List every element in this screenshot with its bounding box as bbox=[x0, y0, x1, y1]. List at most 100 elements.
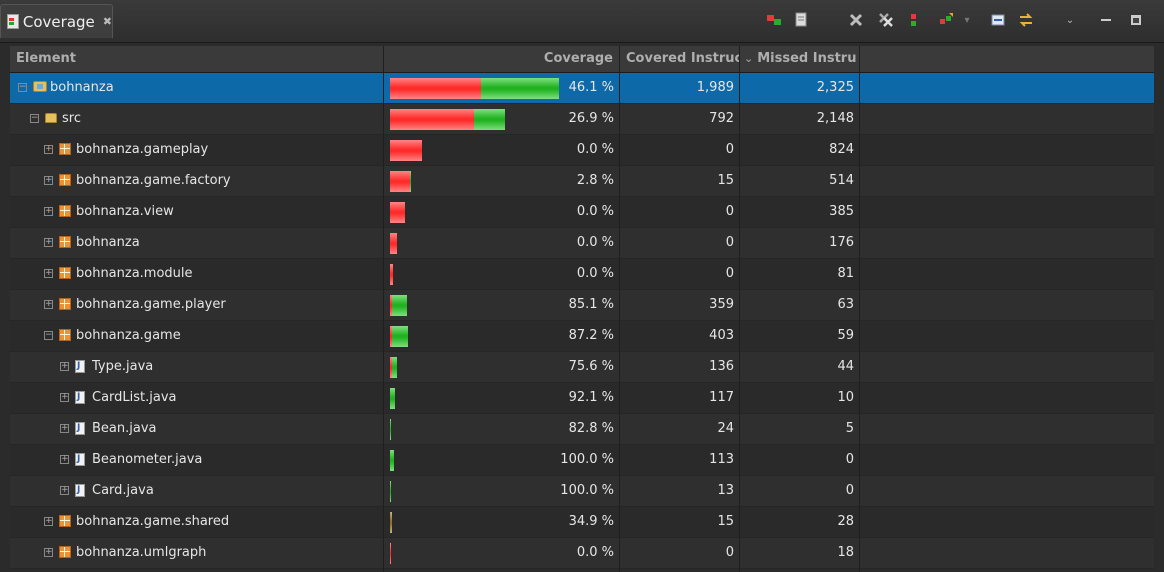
minimize-icon[interactable] bbox=[1096, 10, 1116, 30]
merge-icon[interactable] bbox=[906, 10, 926, 30]
maximize-icon[interactable] bbox=[1126, 10, 1146, 30]
covered-instructions: 0 bbox=[725, 266, 734, 281]
coverage-bar-missed bbox=[390, 357, 392, 378]
view-tab-label: Coverage bbox=[22, 12, 95, 31]
missed-instructions: 0 bbox=[845, 483, 854, 498]
expand-icon[interactable]: + bbox=[44, 547, 53, 557]
table-row[interactable]: + Type.java 75.6 % 136 44 bbox=[10, 352, 1154, 383]
element-name: Bean.java bbox=[92, 421, 157, 436]
coverage-bar-missed bbox=[390, 512, 392, 533]
table-row[interactable]: + Beanometer.java 100.0 % 113 0 bbox=[10, 445, 1154, 476]
element-name: bohnanza bbox=[76, 235, 140, 250]
table-row[interactable]: − bohnanza 46.1 % 1,989 2,325 bbox=[10, 73, 1154, 104]
coverage-view-tab[interactable]: Coverage ✖ bbox=[0, 4, 113, 38]
coverage-percent: 34.9 % bbox=[568, 514, 614, 529]
package-icon bbox=[59, 143, 71, 155]
coverage-percent: 75.6 % bbox=[568, 359, 614, 374]
package-icon bbox=[59, 515, 71, 527]
package-icon bbox=[59, 329, 71, 341]
coverage-bar-covered bbox=[390, 481, 391, 502]
collapse-icon[interactable]: − bbox=[30, 113, 39, 123]
missed-instructions: 44 bbox=[837, 359, 854, 374]
coverage-bar-missed bbox=[390, 109, 475, 130]
close-icon[interactable]: ✖ bbox=[102, 15, 112, 28]
table-row[interactable]: + bohnanza.module 0.0 % 0 81 bbox=[10, 259, 1154, 290]
expand-icon[interactable]: + bbox=[44, 175, 53, 185]
view-menu-icon[interactable]: ⌄ bbox=[1065, 14, 1075, 26]
covered-instructions: 136 bbox=[709, 359, 734, 374]
collapse-icon[interactable]: − bbox=[44, 330, 53, 340]
select-session-icon[interactable] bbox=[936, 10, 956, 30]
export-icon[interactable] bbox=[792, 10, 812, 30]
expand-icon[interactable]: + bbox=[44, 237, 53, 247]
chevron-down-icon[interactable]: ▾ bbox=[964, 14, 970, 26]
coverage-bar bbox=[390, 388, 395, 409]
column-divider bbox=[619, 46, 620, 572]
column-divider bbox=[383, 46, 384, 572]
java-file-icon bbox=[75, 484, 85, 497]
table-row[interactable]: + bohnanza.umlgraph 0.0 % 0 18 bbox=[10, 538, 1154, 569]
expand-icon[interactable]: + bbox=[44, 268, 53, 278]
column-header-element[interactable]: Element bbox=[10, 46, 384, 72]
collapse-icon[interactable]: − bbox=[18, 82, 27, 92]
table-row[interactable]: + bohnanza.game.shared 34.9 % 15 28 bbox=[10, 507, 1154, 538]
package-icon bbox=[59, 546, 71, 558]
expand-icon[interactable]: + bbox=[60, 454, 69, 464]
table-row[interactable]: + bohnanza.game.player 85.1 % 359 63 bbox=[10, 290, 1154, 321]
coverage-bar bbox=[390, 78, 559, 99]
table-row[interactable]: − src 26.9 % 792 2,148 bbox=[10, 104, 1154, 135]
table-row[interactable]: + bohnanza.game.factory 2.8 % 15 514 bbox=[10, 166, 1154, 197]
remove-icon[interactable] bbox=[846, 10, 866, 30]
column-header-coverage[interactable]: Coverage bbox=[384, 46, 620, 72]
coverage-percent: 2.8 % bbox=[576, 173, 614, 188]
expand-icon[interactable]: + bbox=[44, 516, 53, 526]
element-name: bohnanza.umlgraph bbox=[76, 545, 207, 560]
link-icon[interactable] bbox=[1016, 10, 1036, 30]
missed-instructions: 176 bbox=[829, 235, 854, 250]
element-name: src bbox=[62, 111, 81, 126]
coverage-bar-covered bbox=[392, 326, 409, 347]
table-row[interactable]: + bohnanza 0.0 % 0 176 bbox=[10, 228, 1154, 259]
column-header-missed-instructions[interactable]: ⌄ Missed Instru bbox=[740, 46, 860, 72]
covered-instructions: 0 bbox=[725, 204, 734, 219]
table-row[interactable]: + Card.java 100.0 % 13 0 bbox=[10, 476, 1154, 507]
coverage-bar-missed bbox=[390, 171, 411, 192]
expand-icon[interactable]: + bbox=[60, 392, 69, 402]
coverage-bar-covered bbox=[474, 109, 506, 130]
remove-all-icon[interactable] bbox=[876, 10, 896, 30]
coverage-bar bbox=[390, 543, 391, 564]
element-name: bohnanza.game.factory bbox=[76, 173, 231, 188]
expand-icon[interactable]: + bbox=[60, 423, 69, 433]
element-name: bohnanza.game.player bbox=[76, 297, 226, 312]
expand-icon[interactable]: + bbox=[44, 206, 53, 216]
collapse-all-icon[interactable] bbox=[988, 10, 1008, 30]
expand-icon[interactable]: + bbox=[44, 144, 53, 154]
expand-icon[interactable]: + bbox=[60, 361, 69, 371]
coverage-percent: 0.0 % bbox=[576, 204, 614, 219]
table-row[interactable]: + Bean.java 82.8 % 24 5 bbox=[10, 414, 1154, 445]
table-row[interactable]: + bohnanza.gameplay 0.0 % 0 824 bbox=[10, 135, 1154, 166]
coverage-percent: 0.0 % bbox=[576, 142, 614, 157]
column-header-covered-instructions[interactable]: Covered Instruc bbox=[620, 46, 740, 72]
coverage-percent: 0.0 % bbox=[576, 235, 614, 250]
relaunch-icon[interactable] bbox=[764, 10, 784, 30]
covered-instructions: 0 bbox=[725, 235, 734, 250]
coverage-percent: 46.1 % bbox=[568, 80, 614, 95]
covered-instructions: 24 bbox=[717, 421, 734, 436]
covered-instructions: 15 bbox=[717, 173, 734, 188]
missed-instructions: 2,325 bbox=[816, 80, 854, 95]
project-icon bbox=[33, 81, 47, 92]
coverage-icon bbox=[7, 14, 19, 29]
table-header: Element Coverage Covered Instruc ⌄ Missed… bbox=[10, 46, 1154, 73]
java-file-icon bbox=[75, 391, 85, 404]
table-row[interactable]: + CardList.java 92.1 % 117 10 bbox=[10, 383, 1154, 414]
table-row[interactable]: + bohnanza.view 0.0 % 0 385 bbox=[10, 197, 1154, 228]
expand-icon[interactable]: + bbox=[60, 485, 69, 495]
missed-instructions: 81 bbox=[837, 266, 854, 281]
coverage-percent: 26.9 % bbox=[568, 111, 614, 126]
coverage-bar bbox=[390, 202, 406, 223]
table-row[interactable]: − bohnanza.game 87.2 % 403 59 bbox=[10, 321, 1154, 352]
expand-icon[interactable]: + bbox=[44, 299, 53, 309]
missed-instructions: 59 bbox=[837, 328, 854, 343]
coverage-percent: 100.0 % bbox=[560, 483, 614, 498]
